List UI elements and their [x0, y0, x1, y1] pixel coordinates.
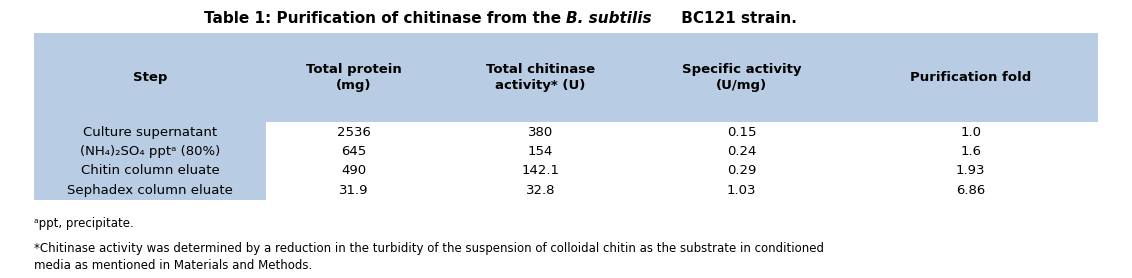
Text: 31.9: 31.9: [338, 184, 369, 197]
Text: Purification fold: Purification fold: [910, 71, 1031, 84]
Text: 6.86: 6.86: [957, 184, 985, 197]
Text: 1.0: 1.0: [960, 126, 981, 138]
Text: ᵃppt, precipitate.: ᵃppt, precipitate.: [34, 217, 134, 230]
Text: 1.03: 1.03: [727, 184, 756, 197]
Text: Step: Step: [132, 71, 168, 84]
Text: Total protein
(mg): Total protein (mg): [306, 63, 402, 92]
Text: 32.8: 32.8: [525, 184, 556, 197]
Text: 645: 645: [341, 145, 367, 158]
Text: 1.6: 1.6: [960, 145, 981, 158]
Text: 154: 154: [528, 145, 554, 158]
Text: 0.29: 0.29: [727, 165, 756, 177]
Text: (NH₄)₂SO₄ pptᵃ (80%): (NH₄)₂SO₄ pptᵃ (80%): [80, 145, 220, 158]
Bar: [266, 181, 1098, 200]
Text: 1.93: 1.93: [955, 165, 986, 177]
Text: Specific activity
(U/mg): Specific activity (U/mg): [681, 63, 801, 92]
Text: Table 1: Purification of chitinase from the: Table 1: Purification of chitinase from …: [204, 11, 566, 26]
Text: 0.15: 0.15: [727, 126, 756, 138]
Text: Sephadex column eluate: Sephadex column eluate: [67, 184, 233, 197]
Text: BC121 strain.: BC121 strain.: [677, 11, 797, 26]
Bar: [266, 161, 1098, 181]
Text: B. subtilis: B. subtilis: [566, 11, 652, 26]
Text: Culture supernatant: Culture supernatant: [83, 126, 217, 138]
Text: Total chitinase
activity* (U): Total chitinase activity* (U): [486, 63, 595, 92]
Text: 2536: 2536: [337, 126, 370, 138]
Text: 490: 490: [341, 165, 367, 177]
Text: 0.24: 0.24: [727, 145, 756, 158]
Text: 142.1: 142.1: [522, 165, 559, 177]
Text: 380: 380: [528, 126, 554, 138]
Text: *Chitinase activity was determined by a reduction in the turbidity of the suspen: *Chitinase activity was determined by a …: [34, 242, 824, 272]
Bar: [266, 142, 1098, 161]
Bar: [34, 33, 1098, 200]
Bar: [266, 122, 1098, 142]
Text: Chitin column eluate: Chitin column eluate: [80, 165, 220, 177]
